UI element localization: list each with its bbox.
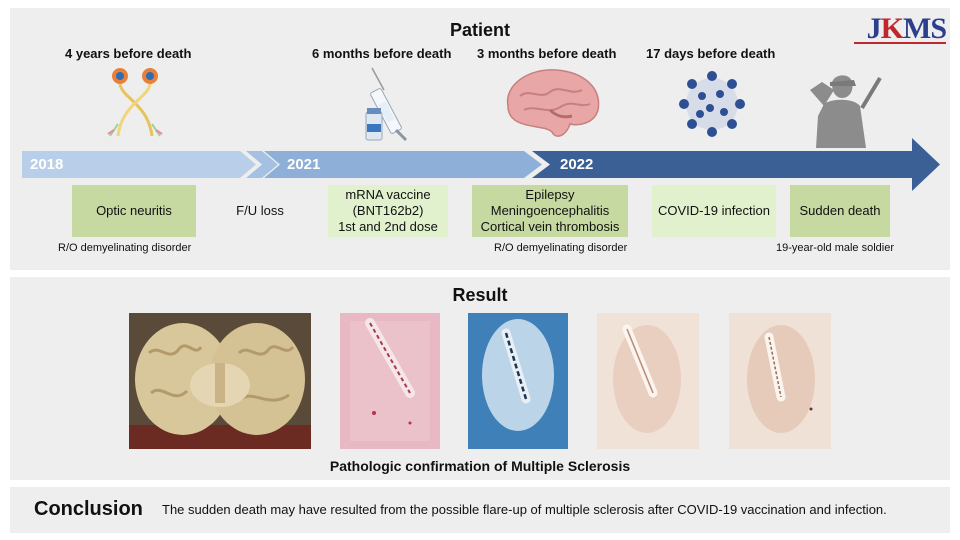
event-covid-infection: COVID-19 infection [652, 185, 776, 237]
event-mrna-vaccine: mRNA vaccine (BNT162b2) 1st and 2nd dose [328, 185, 448, 237]
time-label-17-days: 17 days before death [646, 46, 776, 61]
event-sudden-death: Sudden death [790, 185, 890, 237]
timeline-segment-2022 [532, 138, 940, 191]
year-2021: 2021 [287, 156, 321, 173]
patient-title: Patient [449, 20, 510, 40]
timeline-arrows [22, 138, 940, 191]
year-2018: 2018 [30, 156, 64, 173]
event-epilepsy: Epilepsy Meningoencephalitis Cortical ve… [472, 185, 628, 237]
time-label-4-years: 4 years before death [65, 46, 192, 61]
note-epilepsy: R/O demyelinating disorder [494, 242, 628, 254]
optic-nerve-icon [107, 68, 163, 137]
timeline-segment-2021 [264, 151, 542, 178]
ihc-stain-image-1 [597, 313, 699, 449]
time-label-3-months: 3 months before death [477, 46, 617, 61]
conclusion-panel: Conclusion The sudden death may have res… [10, 487, 950, 533]
he-stain-image [340, 313, 440, 449]
lfb-stain-image [468, 313, 568, 449]
event-optic-neuritis: Optic neuritis [72, 185, 196, 237]
note-optic-neuritis: R/O demyelinating disorder [58, 242, 192, 254]
year-2022: 2022 [560, 156, 594, 173]
note-sudden-death: 19-year-old male soldier [776, 242, 894, 254]
logo-underline [854, 42, 946, 44]
jkms-logo: JKMS [866, 12, 947, 45]
conclusion-title: Conclusion [34, 498, 143, 520]
timeline-chevron [246, 151, 278, 178]
result-caption: Pathologic confirmation of Multiple Scle… [329, 458, 631, 474]
result-title: Result [452, 285, 508, 305]
gross-brain-section-image [129, 313, 311, 449]
saluting-soldier-icon [810, 75, 882, 148]
time-label-6-months: 6 months before death [312, 46, 452, 61]
virus-icon [679, 71, 745, 137]
syringe-vial-icon [365, 67, 408, 142]
timeline-segment-2018 [22, 151, 256, 178]
ihc-stain-image-2 [729, 313, 831, 449]
event-fu-loss: F/U loss [236, 203, 284, 218]
brain-icon [506, 69, 600, 137]
conclusion-text: The sudden death may have resulted from … [162, 502, 887, 517]
